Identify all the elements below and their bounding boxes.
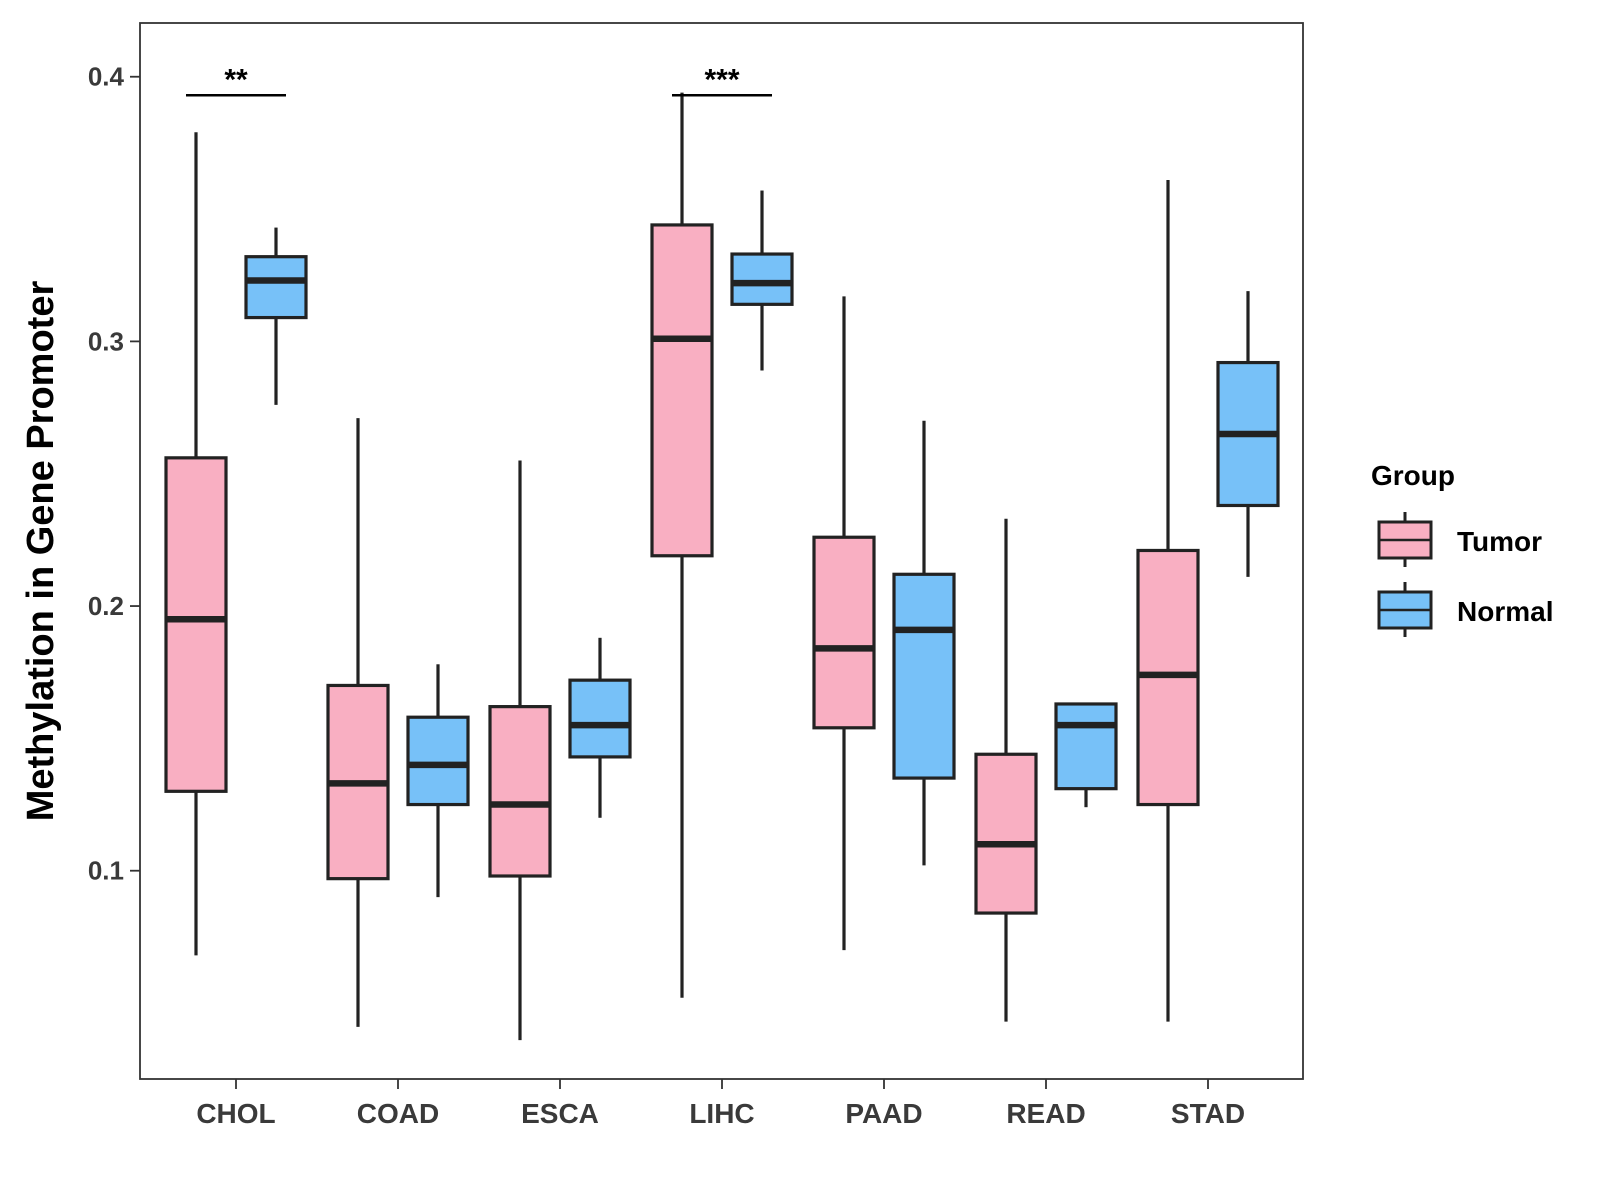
x-tick-label-esca: ESCA bbox=[521, 1098, 599, 1129]
box-tumor-coad bbox=[326, 418, 390, 1027]
y-tick-label-0.3: 0.3 bbox=[88, 326, 124, 356]
box-tumor-stad bbox=[1136, 179, 1200, 1022]
y-tick-label-0.4: 0.4 bbox=[88, 62, 125, 92]
box-normal-read bbox=[1054, 702, 1118, 808]
iqr-box-normal-coad bbox=[406, 715, 470, 807]
y-axis-title: Methylation in Gene Promoter bbox=[20, 281, 62, 822]
iqr-box-normal-read bbox=[1054, 702, 1118, 791]
iqr-box-tumor-paad bbox=[812, 535, 876, 730]
x-tick-label-coad: COAD bbox=[357, 1098, 439, 1129]
box-normal-lihc bbox=[730, 190, 794, 371]
x-tick-label-stad: STAD bbox=[1171, 1098, 1245, 1129]
box-tumor-paad bbox=[812, 296, 876, 951]
iqr-box-normal-chol bbox=[244, 255, 308, 320]
box-normal-chol bbox=[244, 227, 308, 405]
plot-panel bbox=[139, 22, 1304, 1080]
legend-title: Group bbox=[1371, 460, 1455, 491]
y-tick-label-0.2: 0.2 bbox=[88, 591, 124, 621]
box-normal-stad bbox=[1216, 291, 1280, 577]
legend-key-normal bbox=[1377, 582, 1433, 637]
box-normal-paad bbox=[892, 420, 956, 866]
iqr-box-tumor-lihc bbox=[650, 223, 714, 558]
legend-label-tumor: Tumor bbox=[1457, 526, 1542, 557]
box-normal-esca bbox=[568, 637, 632, 818]
box-normal-coad bbox=[406, 664, 470, 898]
x-tick-label-chol: CHOL bbox=[196, 1098, 275, 1129]
x-tick-label-paad: PAAD bbox=[845, 1098, 922, 1129]
sig-label-chol: ** bbox=[224, 63, 248, 96]
iqr-box-tumor-read bbox=[974, 752, 1038, 915]
sig-label-lihc: *** bbox=[704, 63, 739, 96]
box-tumor-lihc bbox=[650, 92, 714, 998]
legend: Group Tumor Normal bbox=[1371, 460, 1553, 637]
iqr-box-tumor-esca bbox=[488, 705, 552, 878]
box-tumor-esca bbox=[488, 460, 552, 1041]
iqr-box-normal-paad bbox=[892, 572, 956, 780]
x-tick-label-read: READ bbox=[1006, 1098, 1085, 1129]
y-tick-label-0.1: 0.1 bbox=[88, 856, 124, 886]
box-tumor-read bbox=[974, 518, 1038, 1022]
legend-label-normal: Normal bbox=[1457, 596, 1553, 627]
x-tick-label-lihc: LIHC bbox=[689, 1098, 754, 1129]
iqr-box-normal-esca bbox=[568, 678, 632, 759]
box-tumor-chol bbox=[164, 132, 228, 956]
iqr-box-tumor-chol bbox=[164, 456, 228, 793]
legend-key-tumor bbox=[1377, 512, 1433, 567]
iqr-box-normal-lihc bbox=[730, 252, 794, 306]
